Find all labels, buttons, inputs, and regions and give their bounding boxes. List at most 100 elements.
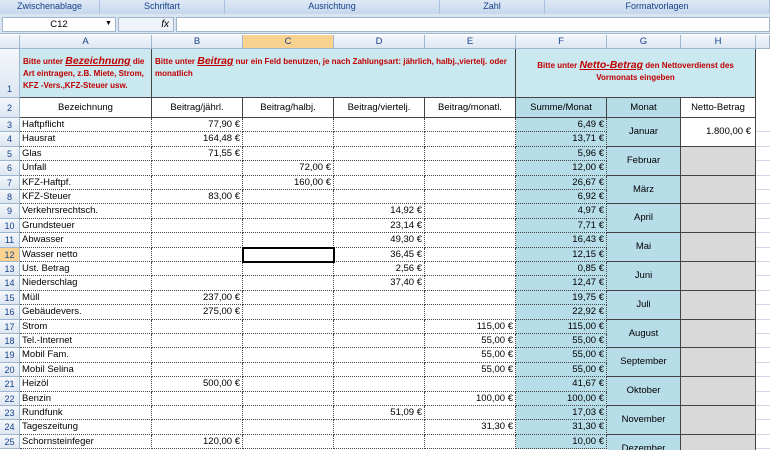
cell[interactable]: [334, 118, 425, 133]
amount[interactable]: 14,92 €: [334, 204, 425, 219]
column-header[interactable]: G: [607, 35, 681, 49]
cell[interactable]: [243, 377, 334, 392]
amount[interactable]: 7,71 €: [516, 218, 607, 234]
amount[interactable]: 0,85 €: [516, 262, 607, 277]
cell[interactable]: [243, 348, 334, 363]
cell[interactable]: [152, 406, 243, 421]
cell[interactable]: [334, 146, 425, 162]
cell[interactable]: [243, 233, 334, 248]
cell[interactable]: [334, 319, 425, 334]
cell[interactable]: [334, 420, 425, 435]
item-name[interactable]: Schornsteinfeger: [20, 434, 152, 450]
cell[interactable]: [425, 118, 516, 133]
cell[interactable]: [152, 233, 243, 248]
column-header[interactable]: A: [20, 35, 152, 49]
cell[interactable]: [425, 377, 516, 392]
cell[interactable]: [243, 276, 334, 291]
amount[interactable]: 6,49 €: [516, 118, 607, 133]
ribbon-group-label[interactable]: Zwischenablage: [0, 0, 100, 14]
cell[interactable]: [425, 276, 516, 291]
row-header[interactable]: 7: [0, 175, 20, 190]
cell[interactable]: [243, 434, 334, 450]
cell[interactable]: [425, 132, 516, 147]
item-name[interactable]: Müll: [20, 290, 152, 306]
name-box-dropdown[interactable]: ▼: [105, 20, 112, 27]
amount[interactable]: 12,00 €: [516, 161, 607, 176]
row-header[interactable]: 4: [0, 132, 20, 147]
amount[interactable]: 49,30 €: [334, 233, 425, 248]
cell[interactable]: [243, 146, 334, 162]
cell[interactable]: [243, 391, 334, 406]
insert-function-button[interactable]: fx: [118, 17, 174, 32]
cell[interactable]: [243, 334, 334, 349]
cell[interactable]: [152, 319, 243, 334]
month-cell[interactable]: April: [607, 204, 681, 234]
amount[interactable]: 51,09 €: [334, 406, 425, 421]
amount[interactable]: 500,00 €: [152, 377, 243, 392]
amount[interactable]: 55,00 €: [425, 348, 516, 363]
cell[interactable]: [243, 319, 334, 334]
cell[interactable]: [152, 420, 243, 435]
month-cell[interactable]: Februar: [607, 146, 681, 176]
month-cell[interactable]: Mai: [607, 233, 681, 262]
row-header[interactable]: 22: [0, 391, 20, 406]
row-header[interactable]: 16: [0, 305, 20, 320]
item-name[interactable]: Grundsteuer: [20, 218, 152, 234]
item-name[interactable]: Tel.-Internet: [20, 334, 152, 349]
row-header[interactable]: 18: [0, 334, 20, 349]
cell[interactable]: [243, 420, 334, 435]
cell[interactable]: [681, 175, 756, 205]
amount[interactable]: 37,40 €: [334, 276, 425, 291]
formula-input[interactable]: [176, 17, 770, 32]
amount[interactable]: 164,48 €: [152, 132, 243, 147]
row-header[interactable]: 14: [0, 276, 20, 291]
cell[interactable]: [243, 132, 334, 147]
cell[interactable]: [681, 377, 756, 406]
row-header[interactable]: 11: [0, 233, 20, 248]
item-name[interactable]: Gebäudevers.: [20, 305, 152, 320]
row-header[interactable]: 10: [0, 218, 20, 234]
month-cell[interactable]: November: [607, 406, 681, 435]
month-cell[interactable]: Dezember: [607, 434, 681, 450]
row-header[interactable]: 25: [0, 434, 20, 450]
ribbon-group-label[interactable]: Ausrichtung: [225, 0, 440, 14]
row-header[interactable]: 23: [0, 406, 20, 421]
cell[interactable]: [681, 290, 756, 320]
amount[interactable]: 13,71 €: [516, 132, 607, 147]
cell[interactable]: [425, 434, 516, 450]
cell[interactable]: [243, 204, 334, 219]
cell[interactable]: [152, 276, 243, 291]
row-header[interactable]: 8: [0, 190, 20, 205]
row-header[interactable]: 19: [0, 348, 20, 363]
month-cell[interactable]: Juli: [607, 290, 681, 320]
amount[interactable]: 55,00 €: [425, 362, 516, 378]
cell[interactable]: [243, 406, 334, 421]
cell[interactable]: [243, 118, 334, 133]
cell[interactable]: [425, 290, 516, 306]
row-header[interactable]: 24: [0, 420, 20, 435]
row-header[interactable]: 13: [0, 262, 20, 277]
cell[interactable]: [334, 377, 425, 392]
cell[interactable]: [425, 146, 516, 162]
amount[interactable]: 77,90 €: [152, 118, 243, 133]
item-name[interactable]: Tageszeitung: [20, 420, 152, 435]
cell[interactable]: [681, 204, 756, 234]
row-header[interactable]: 21: [0, 377, 20, 392]
ribbon-group-label[interactable]: Formatvorlagen: [545, 0, 770, 14]
cell[interactable]: [152, 348, 243, 363]
cell[interactable]: [425, 161, 516, 176]
amount[interactable]: 19,75 €: [516, 290, 607, 306]
cell[interactable]: [681, 434, 756, 450]
item-name[interactable]: Abwasser: [20, 233, 152, 248]
cell[interactable]: [681, 406, 756, 435]
cell[interactable]: [425, 305, 516, 320]
amount[interactable]: 72,00 €: [243, 161, 334, 176]
cell[interactable]: [425, 218, 516, 234]
cell[interactable]: [425, 233, 516, 248]
cell[interactable]: [152, 175, 243, 190]
row-header[interactable]: 20: [0, 362, 20, 378]
row-header[interactable]: 5: [0, 146, 20, 162]
amount[interactable]: 22,92 €: [516, 305, 607, 320]
cell[interactable]: [152, 362, 243, 378]
amount[interactable]: 71,55 €: [152, 146, 243, 162]
